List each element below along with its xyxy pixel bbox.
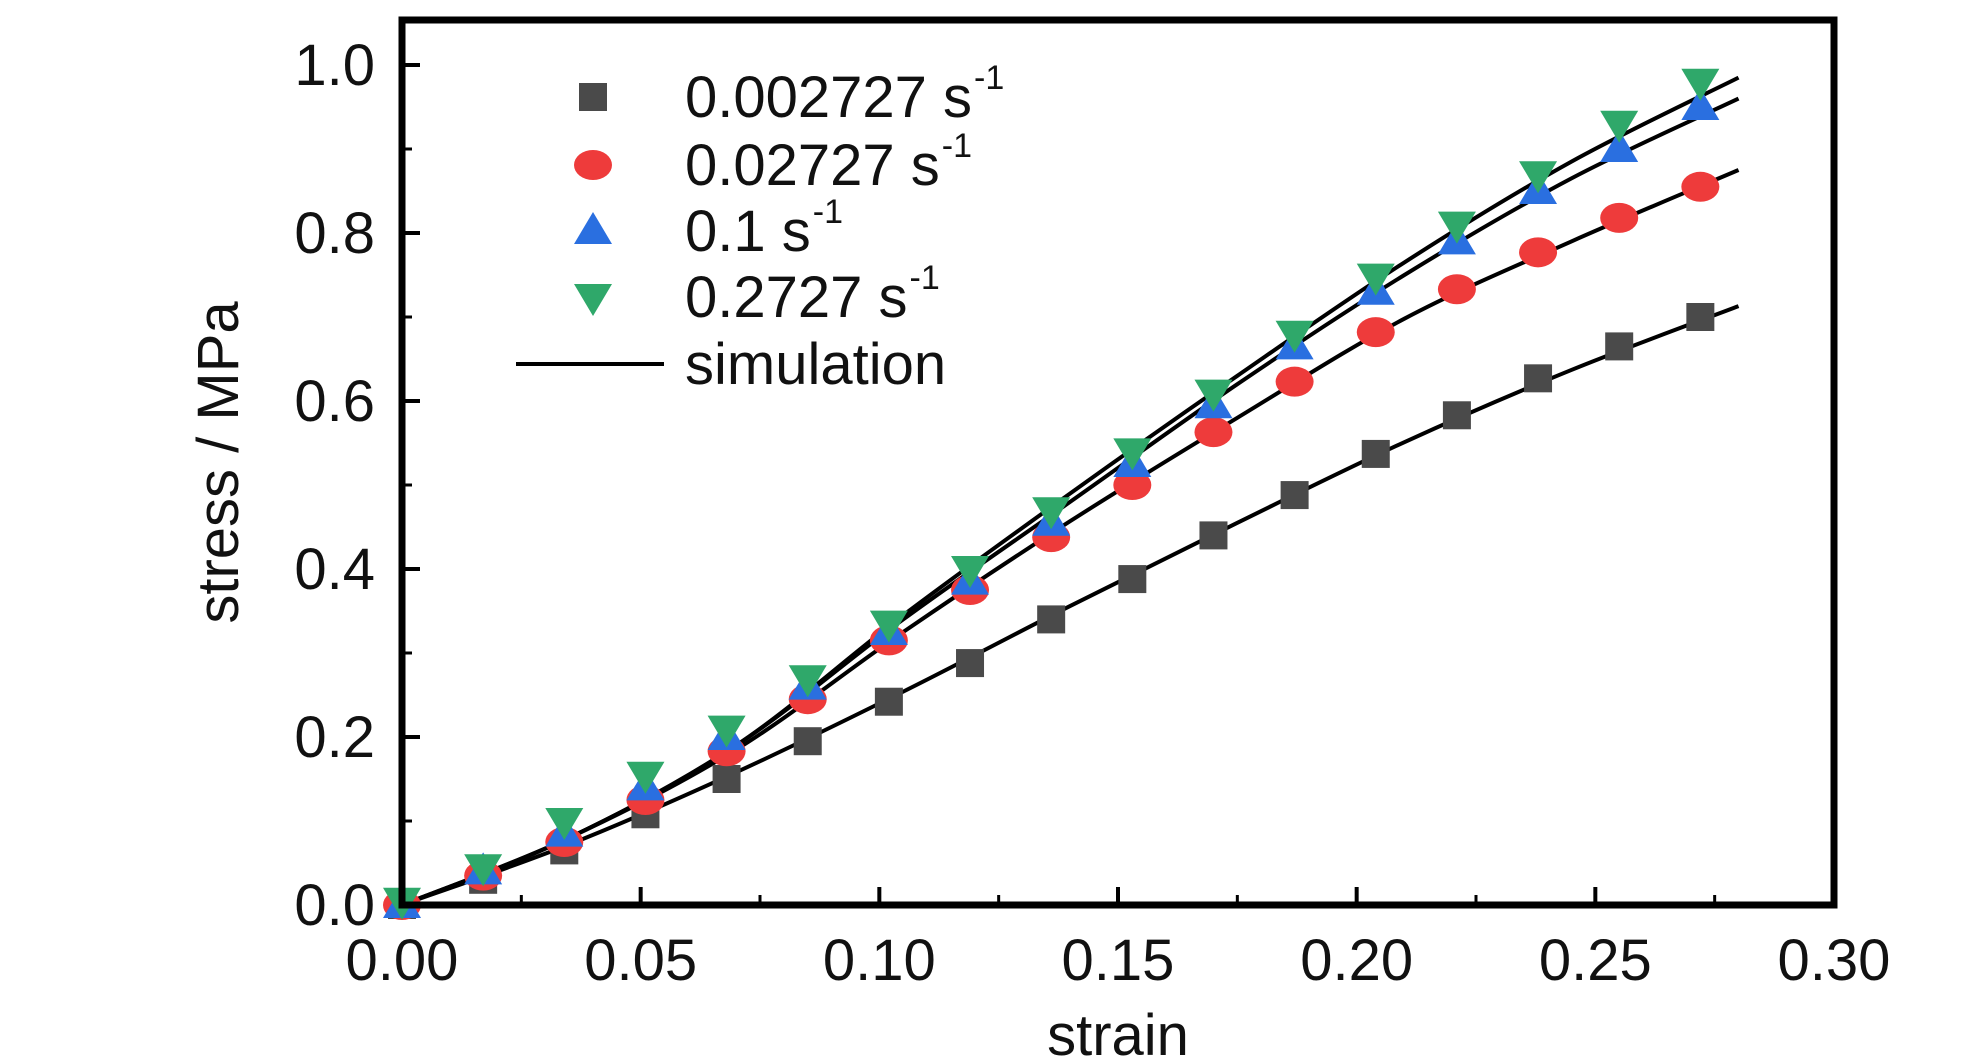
x-tick-label: 0.15	[1062, 928, 1175, 993]
x-tick-label: 0.05	[584, 928, 697, 993]
data-point-square	[874, 687, 903, 716]
data-point-triangle-down	[788, 665, 827, 698]
legend-label-superscript: -1	[974, 59, 1004, 97]
data-point-square	[1118, 565, 1147, 594]
simulation-curves	[401, 75, 1740, 907]
legend-marker-square	[579, 83, 607, 111]
data-point-square	[712, 765, 741, 793]
legend-label-superscript: -1	[813, 193, 843, 231]
data-point-triangle-down	[1681, 68, 1720, 101]
data-point-square	[1280, 481, 1309, 510]
data-point-triangle-down	[1113, 438, 1152, 471]
data-point-circle	[1194, 417, 1233, 448]
data-point-square	[1442, 401, 1471, 430]
data-point-square	[793, 727, 822, 756]
y-tick-label: 0.8	[294, 201, 375, 266]
axis-ticks	[400, 63, 1836, 907]
data-point-triangle-down	[869, 610, 908, 643]
data-point-square	[1686, 303, 1715, 331]
legend-marker-circle	[574, 150, 612, 180]
y-tick-label: 0.0	[294, 873, 375, 938]
data-point-triangle-down	[464, 854, 503, 887]
x-tick-label: 0.30	[1778, 928, 1891, 993]
x-tick-label: 0.25	[1539, 928, 1652, 993]
x-tick-label: 0.10	[823, 928, 936, 993]
data-point-square	[1361, 439, 1390, 468]
legend: 0.002727 s -10.02727 s -10.1 s -10.2727 s -1…	[516, 59, 1004, 397]
legend-label: 0.02727 s	[685, 133, 940, 198]
legend-label-superscript: -1	[910, 259, 940, 297]
simulation-curve-2	[401, 168, 1740, 907]
data-point-triangle-down	[1437, 211, 1476, 244]
simulation-curve-4	[401, 75, 1740, 907]
data-point-circle	[1519, 237, 1558, 268]
data-point-triangle-down	[707, 715, 746, 748]
x-axis-title: strain	[1047, 1003, 1189, 1063]
y-tick-label: 0.6	[294, 369, 375, 434]
legend-marker-triangle-down	[574, 284, 612, 316]
legend-label: 0.2727 s	[685, 265, 908, 330]
data-point-triangle-down	[1275, 320, 1314, 353]
data-point-square	[956, 649, 985, 678]
legend-label-superscript: -1	[942, 127, 972, 165]
y-tick-label: 0.2	[294, 705, 375, 770]
legend-label-simulation: simulation	[685, 332, 946, 397]
data-point-triangle-down	[1194, 379, 1233, 412]
x-tick-label: 0.00	[346, 928, 459, 993]
data-point-square	[1605, 332, 1634, 361]
data-point-triangle-down	[626, 761, 665, 794]
data-point-circle	[1275, 366, 1314, 397]
data-point-triangle-up	[1681, 88, 1720, 120]
data-point-triangle-up	[1600, 130, 1639, 162]
legend-marker-triangle-up	[574, 212, 612, 244]
legend-label: 0.002727 s	[685, 65, 972, 130]
data-point-circle	[1437, 274, 1476, 305]
data-point-circle	[1113, 470, 1152, 500]
data-point-triangle-down	[951, 556, 990, 588]
data-point-circle	[1356, 317, 1395, 348]
simulation-curve-3	[401, 96, 1740, 907]
tick-labels: 0.00 0.05 0.10 0.15 0.20 0.25 0.30 0.0 0.2 0.4 0.6…	[294, 33, 1890, 993]
data-point-triangle-down	[1032, 497, 1071, 530]
data-point-circle	[1600, 202, 1639, 233]
x-tick-label: 0.20	[1300, 928, 1413, 993]
data-point-square	[1524, 364, 1553, 393]
simulation-curve-1	[401, 304, 1740, 907]
data-point-triangle-down	[545, 808, 584, 840]
data-point-triangle-down	[1356, 263, 1395, 296]
data-point-circle	[1681, 171, 1720, 202]
data-point-square	[1037, 605, 1066, 634]
y-axis-title: stress / MPa	[186, 301, 251, 624]
data-point-triangle-down	[1519, 161, 1558, 194]
data-point-triangle-down	[1600, 110, 1639, 143]
data-markers	[383, 68, 1720, 920]
legend-label: 0.1 s	[685, 199, 811, 264]
y-tick-label: 1.0	[294, 33, 375, 98]
data-point-square	[1199, 521, 1228, 550]
y-tick-label: 0.4	[294, 537, 375, 602]
